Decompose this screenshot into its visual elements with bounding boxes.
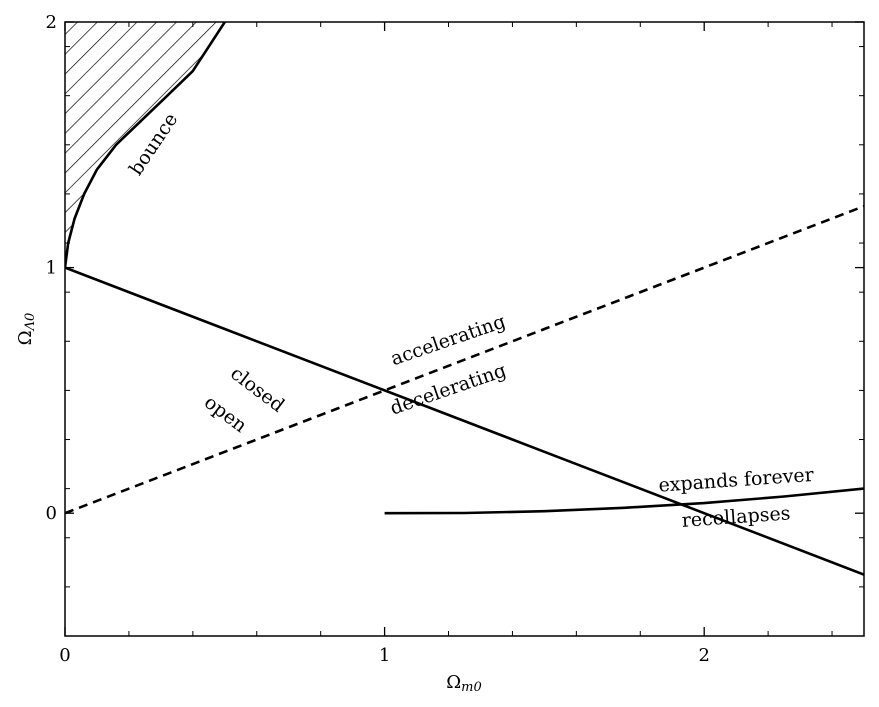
y-tick-label: 0 bbox=[46, 503, 57, 524]
x-tick-label: 2 bbox=[698, 645, 709, 666]
y-axis-label-sub: Λ0 bbox=[23, 313, 38, 332]
y-axis-label-main: Ω bbox=[15, 330, 36, 345]
series-line-2 bbox=[65, 204, 864, 515]
plot-frame bbox=[64, 21, 865, 637]
annotations-group: bounceacceleratingdeceleratingclosedopen… bbox=[125, 109, 815, 532]
bounce-hatched-region-group bbox=[65, 22, 225, 268]
bounce-hatched-region bbox=[65, 22, 225, 268]
x-axis-label: Ωm0 bbox=[446, 672, 482, 695]
series-group bbox=[65, 22, 864, 576]
y-tick-label: 2 bbox=[46, 12, 57, 33]
x-axis-label-main: Ω bbox=[446, 672, 461, 693]
annotation-expands-forever: expands forever bbox=[658, 464, 816, 497]
y-tick-label: 1 bbox=[46, 258, 57, 279]
series-line-1 bbox=[65, 266, 864, 576]
series-line-4 bbox=[65, 22, 226, 268]
y-axis-label: ΩΛ0 bbox=[15, 313, 38, 346]
annotation-recollapses: recollapses bbox=[681, 502, 791, 532]
x-tick-label: 1 bbox=[379, 645, 390, 666]
x-tick-label: 0 bbox=[59, 645, 70, 666]
annotation-accelerating: accelerating bbox=[388, 310, 508, 370]
annotation-decelerating: decelerating bbox=[387, 359, 509, 419]
x-axis-label-sub: m0 bbox=[461, 680, 482, 695]
annotation-open: open bbox=[200, 391, 251, 437]
series-line-3 bbox=[384, 487, 864, 515]
